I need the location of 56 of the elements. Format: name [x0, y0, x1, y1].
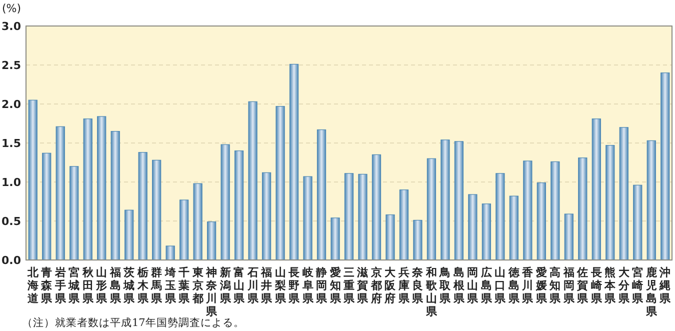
x-tick-label: 佐賀県	[576, 266, 590, 305]
x-tick-label: 長野県	[288, 266, 301, 305]
y-tick-label: 0.0	[2, 254, 22, 267]
x-tick-label: 富山県	[232, 266, 246, 305]
x-tick-label: 岐阜県	[301, 266, 314, 305]
x-tick-label: 岩手県	[54, 266, 67, 305]
x-tick-label: 滋賀県	[356, 266, 370, 305]
x-tick-label: 宮城県	[68, 266, 81, 305]
x-tick-label: 島根県	[452, 266, 466, 305]
x-tick-label: 北海道	[26, 266, 40, 305]
x-tick-label: 山梨県	[274, 266, 287, 305]
x-tick-label: 宮崎県	[631, 266, 644, 305]
x-tick-label: 愛知県	[328, 266, 342, 305]
y-tick-label: 2.5	[2, 59, 21, 72]
x-tick-label: 石川県	[246, 266, 260, 305]
x-tick-label: 栃木県	[136, 266, 150, 305]
x-tick-label: 新潟県	[218, 266, 232, 305]
x-tick-label: 福岡県	[562, 266, 576, 305]
x-tick-label: 神奈川県	[205, 266, 218, 318]
x-tick-label: 三重県	[342, 266, 356, 305]
x-tick-label: 東京都	[191, 266, 204, 305]
x-tick-label: 岡山県	[466, 266, 480, 305]
x-tick-label: 広島県	[480, 266, 493, 305]
y-tick-label: 0.5	[2, 215, 21, 228]
x-tick-label: 千葉県	[178, 266, 191, 305]
x-tick-label: 茨城県	[122, 266, 136, 305]
x-tick-label: 秋田県	[81, 266, 94, 305]
y-tick-label: 3.0	[2, 20, 22, 33]
x-tick-label: 福島県	[108, 266, 122, 305]
x-tick-label: 京都府	[370, 266, 382, 305]
text: （注）就業者数は平成17年国勢調査による。	[22, 316, 244, 329]
x-tick-label: 山形県	[95, 266, 108, 305]
x-tick-label: 香川県	[521, 266, 534, 305]
x-tick-label: 兵庫県	[397, 266, 410, 305]
x-tick-label: 沖縄県	[658, 266, 672, 305]
y-axis-title: (%)	[2, 2, 22, 15]
x-tick-label: 大阪府	[384, 266, 397, 305]
x-tick-label: 熊本県	[604, 266, 617, 305]
y-tick-label: 1.5	[2, 137, 21, 150]
x-tick-label: 福井県	[260, 266, 274, 305]
x-tick-label: 大分県	[617, 266, 630, 305]
x-tick-label: 山口県	[494, 266, 507, 305]
x-tick-label: 高知県	[548, 266, 562, 305]
y-tick-label: 1.0	[2, 176, 22, 189]
x-tick-label: 静岡県	[315, 266, 328, 305]
x-tick-label: 埼玉県	[164, 266, 177, 305]
x-tick-label: 群馬県	[150, 266, 164, 305]
x-tick-label: 青森県	[40, 266, 54, 305]
y-tick-label: 2.0	[2, 98, 22, 111]
x-tick-label: 徳島県	[507, 266, 520, 305]
x-tick-label: 和歌山県	[424, 266, 438, 318]
x-tick-label: 愛媛県	[534, 266, 548, 305]
x-tick-label: 長崎県	[590, 266, 603, 305]
x-tick-label: 鹿児島県	[644, 266, 658, 318]
x-tick-label: 鳥取県	[438, 266, 452, 305]
x-tick-label: 奈良県	[411, 266, 424, 305]
